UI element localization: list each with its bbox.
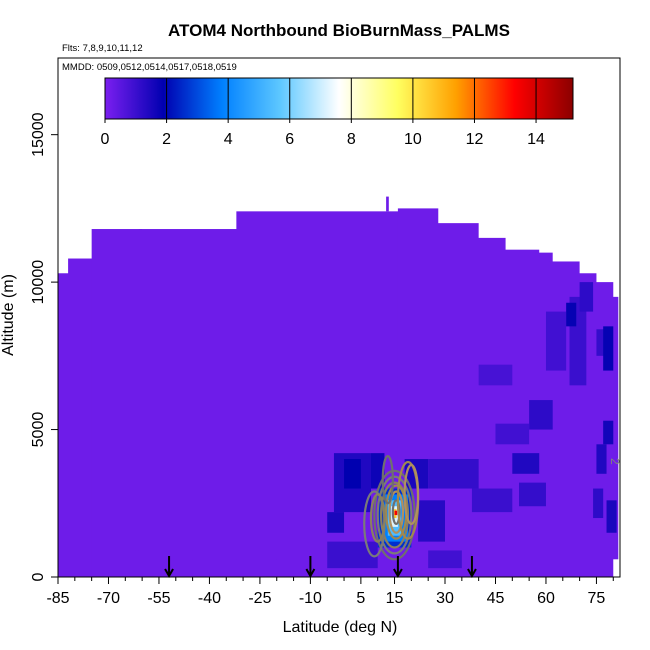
heatmap-cell [596, 444, 607, 474]
heatmap-cell [471, 488, 513, 513]
heatmap-cell [545, 311, 567, 371]
chart-subtitle-dates: MMDD: 0509,0512,0514,0517,0518,0519 [62, 62, 237, 73]
x-tick-label: 15 [386, 590, 404, 607]
plot-frame [57, 57, 621, 578]
contour-line [373, 469, 416, 561]
arrow-marker [467, 556, 477, 579]
latitude-markers [164, 556, 477, 579]
x-tick-label: -25 [248, 590, 271, 607]
y-tick-label: 15000 [30, 112, 47, 157]
heatmap-cell [495, 423, 530, 445]
heatmap-cell [478, 364, 513, 386]
contour-line [391, 499, 401, 526]
x-tick-label: 60 [537, 590, 555, 607]
x-tick-label: 5 [356, 590, 365, 607]
heatmap-cell [138, 229, 244, 577]
colorbar-tick-label: 0 [101, 131, 110, 148]
heatmap-cells [58, 196, 619, 577]
colorbar-tick-label: 12 [466, 131, 484, 148]
y-tick-label: 10000 [30, 260, 47, 305]
heatmap-cell [529, 400, 553, 430]
x-tick-label: -10 [299, 590, 322, 607]
heatmap-cell [579, 282, 594, 312]
heatmap-cell [519, 482, 546, 507]
arrow-marker [164, 556, 174, 579]
heatmap-cell [327, 512, 345, 533]
x-tick-label: -70 [97, 590, 120, 607]
heatmap-cell [192, 559, 277, 577]
x-axis: -85 -70 -55 -40 -25 -10 5 15 30 45 60 75 [46, 577, 614, 607]
heatmap-cell [428, 550, 462, 569]
heatmap-cell [394, 510, 398, 516]
colorbar: 0 2 4 6 8 10 12 14 [101, 77, 574, 148]
x-tick-label: 30 [436, 590, 454, 607]
heatmap-cell [512, 453, 540, 474]
heatmap-cell [370, 453, 385, 489]
y-tick-label: 5000 [30, 412, 47, 448]
x-tick-label: -40 [198, 590, 221, 607]
heatmap-cell [566, 302, 577, 327]
arrow-marker [393, 556, 403, 579]
colorbar-tick-label: 8 [347, 131, 356, 148]
x-axis-label: Latitude (deg N) [283, 619, 398, 636]
contour-line [369, 493, 386, 543]
colorbar-ramp [104, 77, 574, 120]
contour-line [379, 481, 410, 549]
x-tick-label: 45 [487, 590, 505, 607]
heatmap-cell [471, 237, 506, 577]
x-tick-label: 75 [588, 590, 606, 607]
colorbar-tick-label: 10 [404, 131, 422, 148]
colorbar-tick-label: 4 [224, 131, 233, 148]
x-tick-label: -85 [46, 590, 69, 607]
heatmap-cell [609, 296, 619, 560]
heatmap-cell [603, 326, 614, 371]
heatmap-cell [327, 541, 378, 569]
contour-line [381, 454, 394, 505]
colorbar-tick-label: 14 [527, 131, 545, 148]
y-tick-label: 0 [30, 572, 47, 581]
heatmap-cell [386, 196, 389, 212]
y-axis: 0 5000 10000 15000 [30, 112, 58, 581]
heatmap-cell [135, 550, 193, 577]
contour-line [388, 490, 405, 534]
y-axis-label: Altitude (m) [0, 274, 17, 356]
x-tick-label: -55 [147, 590, 170, 607]
colorbar-tick-label: 2 [162, 131, 171, 148]
chart-title: ATOM4 Northbound BioBurnMass_PALMS [168, 21, 510, 40]
heatmap-cell [596, 329, 607, 356]
plot-area [57, 57, 621, 578]
contour-line [376, 475, 413, 555]
contour-line [403, 463, 420, 526]
heatmap-cell [344, 459, 361, 489]
heatmap-cell [606, 500, 617, 533]
heatmap-cell [428, 459, 479, 489]
contour-lines [363, 454, 420, 561]
edge-contour-label: 2 [608, 458, 622, 465]
colorbar-tick-label: 6 [285, 131, 294, 148]
chart-subtitle-flights: Flts: 7,8,9,10,11,12 [62, 43, 143, 54]
heatmap-cell [593, 488, 604, 519]
heatmap-cell [418, 500, 446, 542]
arrow-marker [305, 556, 316, 579]
heatmap-cell [603, 420, 614, 445]
heatmap-cell [91, 229, 143, 577]
